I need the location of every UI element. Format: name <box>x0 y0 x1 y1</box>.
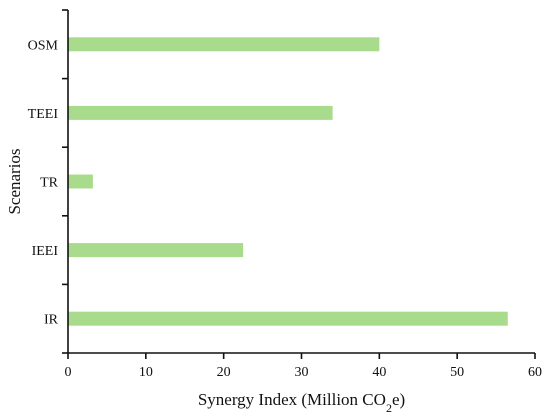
y-ticks-layer: IR IEEI TR TEEI OSM <box>28 9 68 354</box>
x-ticks-layer: 0 10 20 30 40 50 60 <box>65 353 542 380</box>
bars-layer <box>68 37 508 326</box>
bar-tr <box>68 174 93 189</box>
x-tick-label: 10 <box>139 365 153 380</box>
x-tick-label: 60 <box>528 365 542 380</box>
bar-ieei <box>68 243 244 258</box>
y-tick-label-ir: IR <box>44 313 59 328</box>
x-axis-title-prefix: Synergy Index (Million CO <box>198 390 386 409</box>
bar-ir <box>68 311 508 326</box>
y-axis-title: Scenarios <box>5 148 24 214</box>
axes-layer <box>67 10 535 354</box>
y-tick-label-osm: OSM <box>28 38 59 53</box>
bar-osm <box>68 37 380 52</box>
x-tick-label: 30 <box>295 365 309 380</box>
bar-teei <box>68 105 333 120</box>
x-tick-label: 50 <box>450 365 464 380</box>
x-axis-title: Synergy Index (Million CO2e) <box>198 390 405 415</box>
x-tick-label: 20 <box>217 365 231 380</box>
y-tick-label-ieei: IEEI <box>32 244 59 259</box>
y-tick-label-teei: TEEI <box>28 107 59 122</box>
x-tick-label: 40 <box>372 365 386 380</box>
y-tick-label-tr: TR <box>40 176 59 191</box>
x-tick-label: 0 <box>65 365 72 380</box>
x-axis-title-suffix: e) <box>392 390 405 409</box>
x-axis-title-subscript: 2 <box>386 401 392 415</box>
